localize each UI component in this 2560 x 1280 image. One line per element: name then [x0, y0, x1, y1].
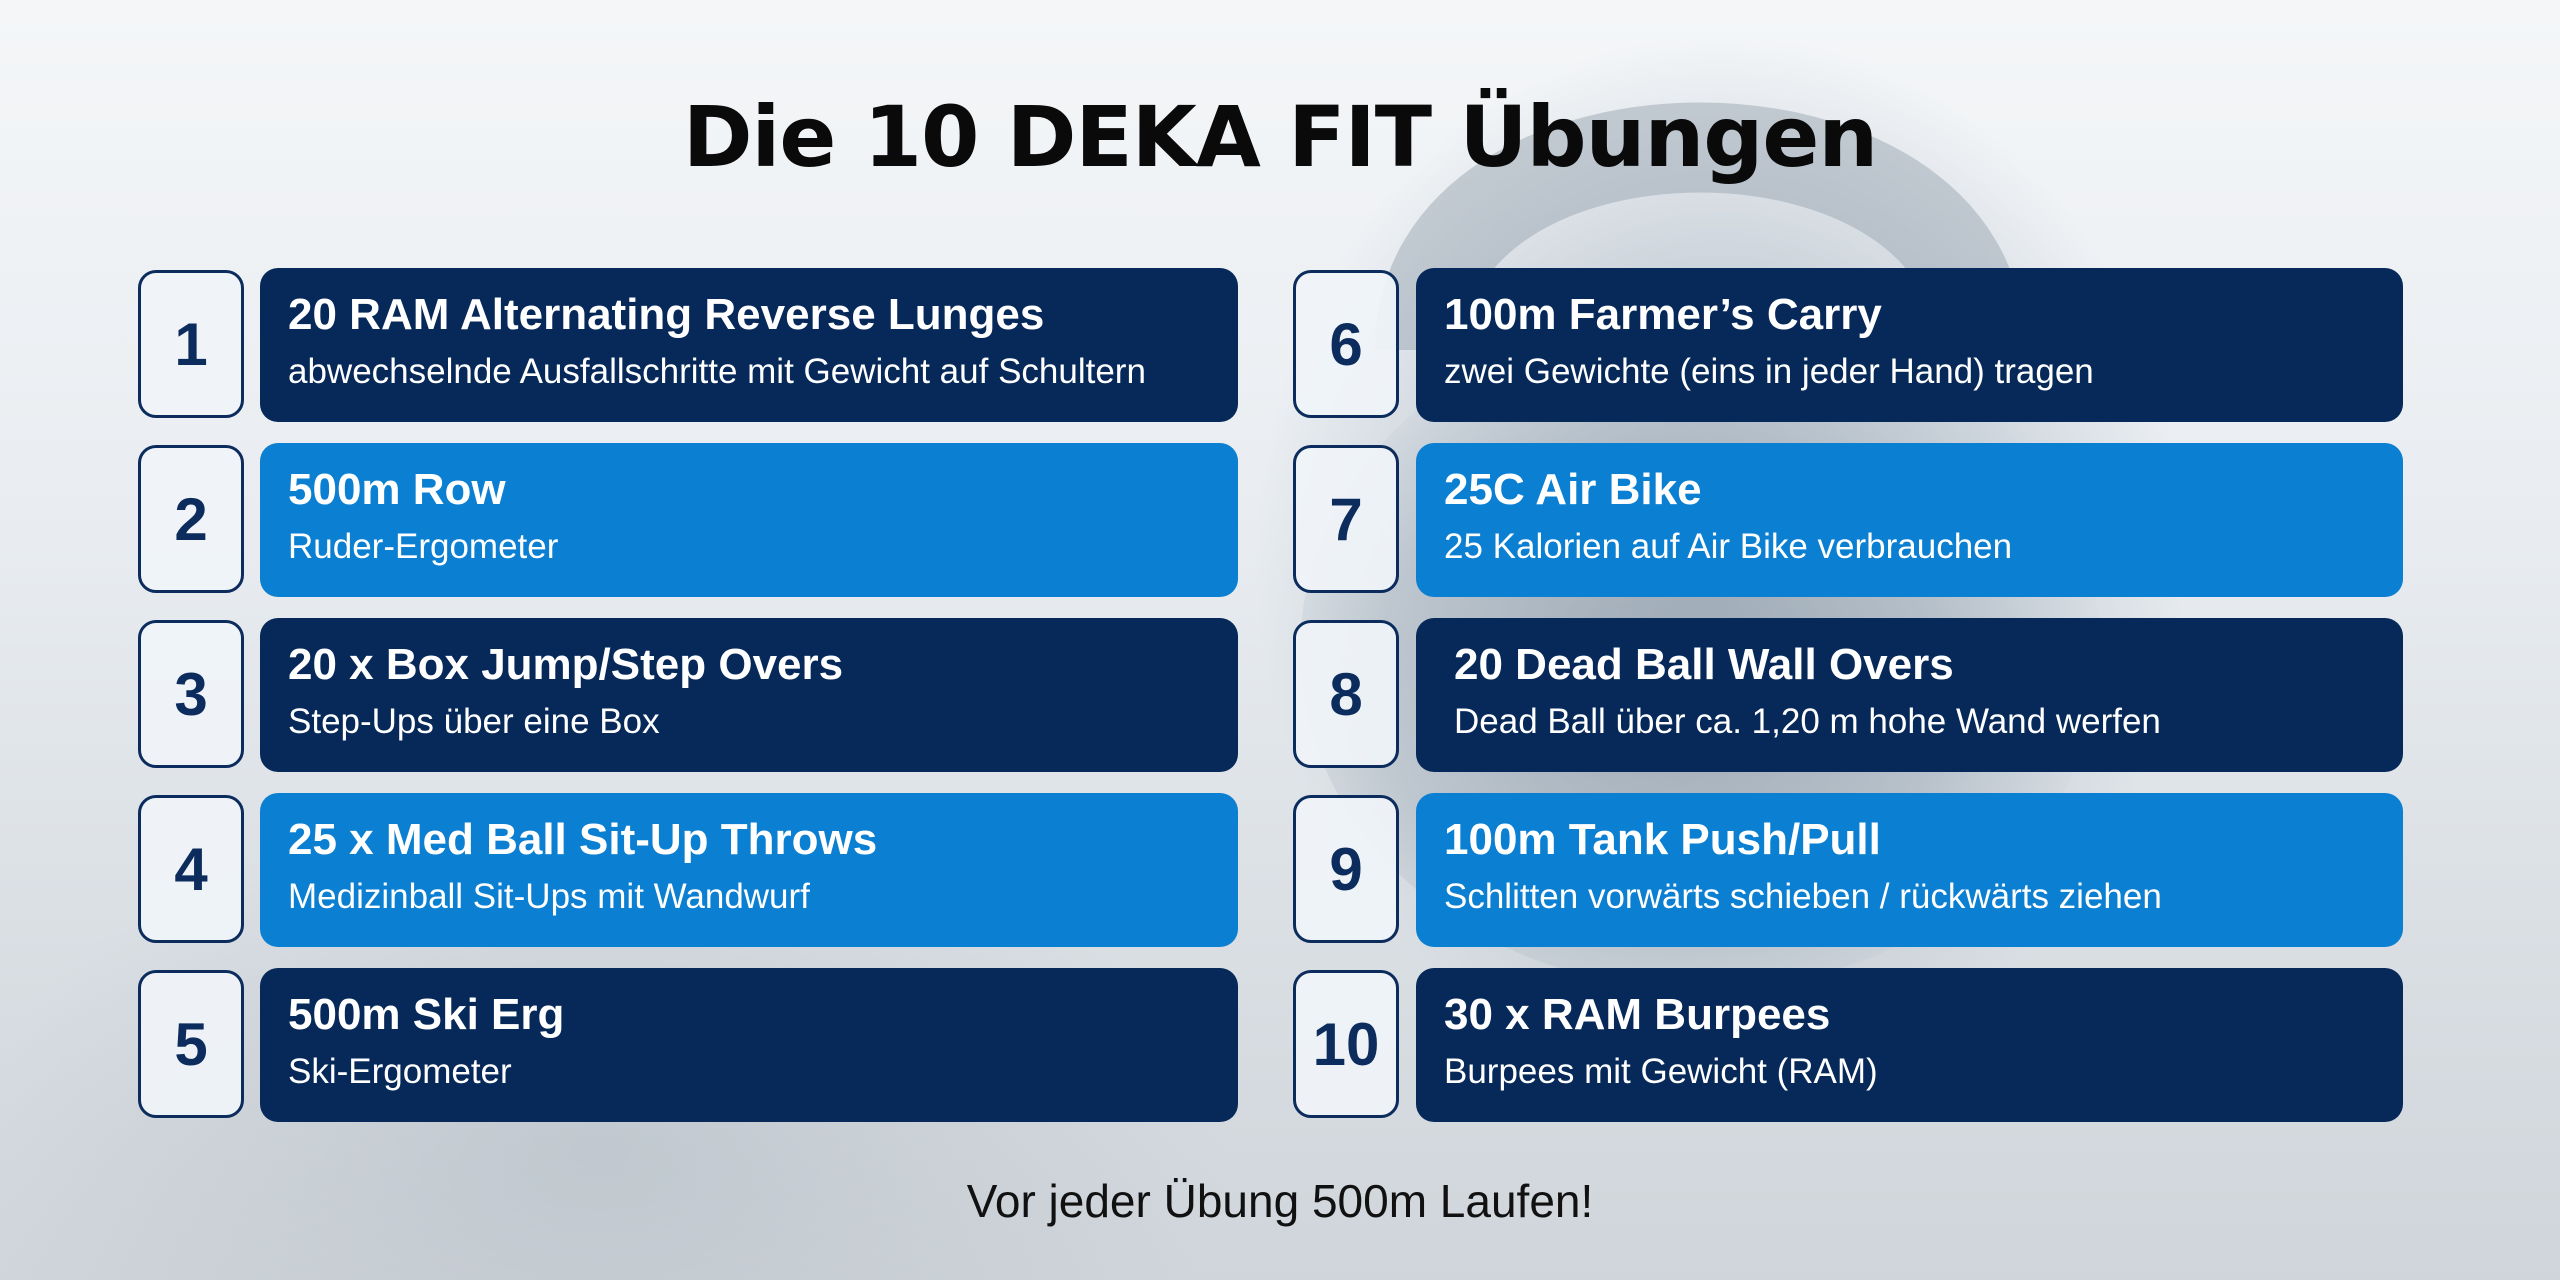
exercise-number: 9	[1293, 795, 1399, 943]
exercise-number: 2	[138, 445, 244, 593]
footer-note: Vor jeder Übung 500m Laufen!	[966, 1175, 1594, 1227]
exercise-description: Schlitten vorwärts schieben / rückwärts …	[1444, 877, 2162, 916]
exercise-title: 20 x Box Jump/Step Overs	[288, 640, 844, 689]
exercise-card: 30 x RAM Burpees Burpees mit Gewicht (RA…	[1416, 968, 2403, 1122]
exercise-description: Ruder-Ergometer	[288, 527, 559, 566]
exercise-description: Dead Ball über ca. 1,20 m hohe Wand werf…	[1454, 702, 2161, 741]
exercise-description: Ski-Ergometer	[288, 1052, 512, 1091]
exercise-title: 100m Tank Push/Pull	[1444, 815, 1881, 864]
exercise-title: 20 RAM Alternating Reverse Lunges	[288, 290, 1045, 339]
exercise-card: 20 x Box Jump/Step Overs Step-Ups über e…	[260, 618, 1238, 772]
exercise-number: 3	[138, 620, 244, 768]
exercise-description: Medizinball Sit-Ups mit Wandwurf	[288, 877, 810, 916]
exercise-item: 8 20 Dead Ball Wall Overs Dead Ball über…	[1293, 618, 2403, 772]
exercise-card: 25C Air Bike 25 Kalorien auf Air Bike ve…	[1416, 443, 2403, 597]
exercise-item: 10 30 x RAM Burpees Burpees mit Gewicht …	[1293, 968, 2403, 1122]
exercise-number: 4	[138, 795, 244, 943]
exercise-item: 3 20 x Box Jump/Step Overs Step-Ups über…	[138, 618, 1238, 772]
exercise-title: 500m Ski Erg	[288, 990, 565, 1039]
exercise-card: 500m Row Ruder-Ergometer	[260, 443, 1238, 597]
exercise-item: 7 25C Air Bike 25 Kalorien auf Air Bike …	[1293, 443, 2403, 597]
exercise-card: 25 x Med Ball Sit-Up Throws Medizinball …	[260, 793, 1238, 947]
exercise-grid: 1 20 RAM Alternating Reverse Lunges abwe…	[138, 268, 2422, 1122]
exercise-item: 5 500m Ski Erg Ski-Ergometer	[138, 968, 1238, 1122]
page-title: Die 10 DEKA FIT Übungen	[682, 88, 1878, 186]
exercise-title: 100m Farmer’s Carry	[1444, 290, 1882, 339]
exercise-number: 8	[1293, 620, 1399, 768]
exercise-title: 20 Dead Ball Wall Overs	[1454, 640, 1954, 689]
exercise-number: 7	[1293, 445, 1399, 593]
exercise-card: 100m Tank Push/Pull Schlitten vorwärts s…	[1416, 793, 2403, 947]
exercise-card: 20 Dead Ball Wall Overs Dead Ball über c…	[1416, 618, 2403, 772]
exercise-description: 25 Kalorien auf Air Bike verbrauchen	[1444, 527, 2013, 566]
exercise-card: 100m Farmer’s Carry zwei Gewichte (eins …	[1416, 268, 2403, 422]
exercise-item: 1 20 RAM Alternating Reverse Lunges abwe…	[138, 268, 1238, 422]
exercise-card: 20 RAM Alternating Reverse Lunges abwech…	[260, 268, 1238, 422]
exercise-title: 25C Air Bike	[1444, 465, 1702, 514]
exercise-number: 1	[138, 270, 244, 418]
exercise-description: abwechselnde Ausfallschritte mit Gewicht…	[288, 352, 1146, 391]
exercise-number: 10	[1293, 970, 1399, 1118]
exercise-number: 6	[1293, 270, 1399, 418]
exercise-card: 500m Ski Erg Ski-Ergometer	[260, 968, 1238, 1122]
exercise-title: 500m Row	[288, 465, 506, 514]
exercise-title: 30 x RAM Burpees	[1444, 990, 1831, 1039]
exercise-item: 9 100m Tank Push/Pull Schlitten vorwärts…	[1293, 793, 2403, 947]
exercise-description: Step-Ups über eine Box	[288, 702, 660, 741]
exercise-number: 5	[138, 970, 244, 1118]
exercise-item: 4 25 x Med Ball Sit-Up Throws Medizinbal…	[138, 793, 1238, 947]
exercise-item: 2 500m Row Ruder-Ergometer	[138, 443, 1238, 597]
exercise-description: zwei Gewichte (eins in jeder Hand) trage…	[1444, 352, 2094, 391]
exercise-title: 25 x Med Ball Sit-Up Throws	[288, 815, 878, 864]
exercise-item: 6 100m Farmer’s Carry zwei Gewichte (ein…	[1293, 268, 2403, 422]
exercise-description: Burpees mit Gewicht (RAM)	[1444, 1052, 1878, 1091]
